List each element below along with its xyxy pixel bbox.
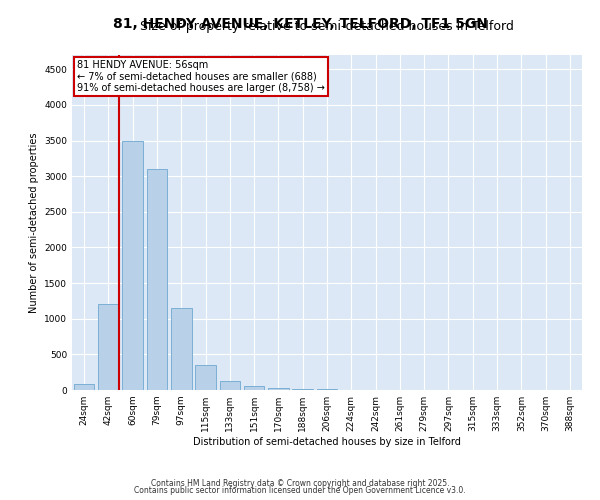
Bar <box>146 169 167 390</box>
Bar <box>244 386 265 390</box>
Title: Size of property relative to semi-detached houses in Telford: Size of property relative to semi-detach… <box>140 20 514 33</box>
Bar <box>268 388 289 390</box>
Bar <box>171 308 191 390</box>
Bar <box>122 140 143 390</box>
Bar <box>220 382 240 390</box>
Text: Contains HM Land Registry data © Crown copyright and database right 2025.: Contains HM Land Registry data © Crown c… <box>151 478 449 488</box>
Text: 81 HENDY AVENUE: 56sqm
← 7% of semi-detached houses are smaller (688)
91% of sem: 81 HENDY AVENUE: 56sqm ← 7% of semi-deta… <box>77 60 325 93</box>
X-axis label: Distribution of semi-detached houses by size in Telford: Distribution of semi-detached houses by … <box>193 437 461 447</box>
Bar <box>292 389 313 390</box>
Text: 81, HENDY AVENUE, KETLEY, TELFORD, TF1 5GN: 81, HENDY AVENUE, KETLEY, TELFORD, TF1 5… <box>113 18 487 32</box>
Bar <box>98 304 119 390</box>
Y-axis label: Number of semi-detached properties: Number of semi-detached properties <box>29 132 38 313</box>
Bar <box>195 365 216 390</box>
Text: Contains public sector information licensed under the Open Government Licence v3: Contains public sector information licen… <box>134 486 466 495</box>
Bar <box>74 384 94 390</box>
